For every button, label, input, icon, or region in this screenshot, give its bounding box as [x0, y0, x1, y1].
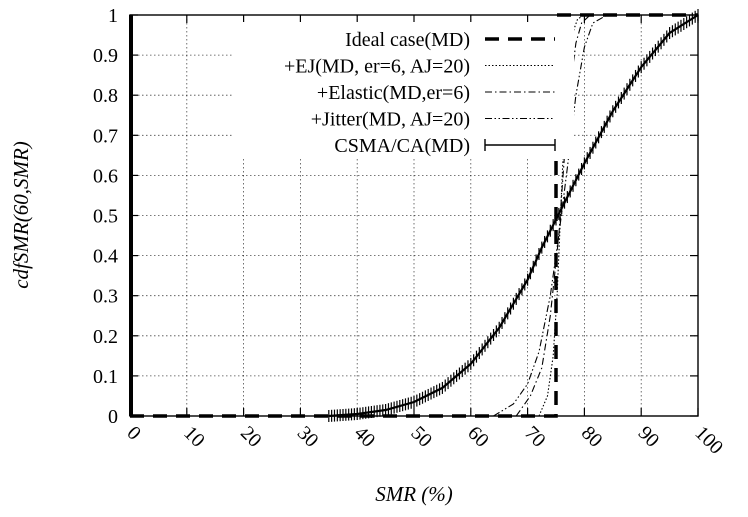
x-tick-label: 90	[634, 422, 664, 452]
x-tick-label: 0	[122, 422, 145, 445]
legend-background	[232, 22, 574, 159]
x-axis-label: SMR (%)	[375, 482, 453, 506]
x-tick-label: 40	[350, 422, 380, 452]
x-tick-label: 60	[463, 422, 493, 452]
y-tick-label: 0.4	[93, 246, 118, 268]
series-line-3	[493, 14, 608, 417]
y-tick-label: 0.3	[93, 286, 118, 308]
y-tick-label: 0.9	[93, 45, 118, 67]
y-tick-label: 0.8	[93, 85, 118, 107]
legend-entry-label: +EJ(MD, er=6, AJ=20)	[284, 56, 470, 78]
x-tick-label: 20	[236, 422, 266, 452]
x-tick-label: 30	[293, 422, 323, 452]
x-tick-label: 10	[179, 422, 209, 452]
legend-entry-label: +Jitter(MD, AJ=20)	[311, 109, 470, 131]
y-tick-label: 0	[108, 406, 118, 428]
legend: Ideal case(MD) +EJ(MD, er=6, AJ=20) +Elast…	[232, 22, 574, 159]
series-line-2	[515, 14, 591, 417]
y-tick-label: 0.1	[93, 366, 118, 388]
y-axis-label: cdfSMR(60,SMR)	[9, 141, 33, 289]
x-tick-label: 80	[577, 422, 607, 452]
y-tick-label: 1	[108, 5, 118, 27]
y-tick-label: 0.7	[93, 125, 118, 147]
x-tick-label: 70	[520, 422, 550, 452]
x-tick-label: 100	[690, 422, 727, 459]
legend-entry-label: CSMA/CA(MD)	[334, 135, 470, 157]
y-tick-label: 0.2	[93, 326, 118, 348]
series-line-1	[538, 14, 585, 417]
x-tick-label: 50	[406, 422, 436, 452]
legend-entry-label: Ideal case(MD)	[345, 29, 470, 51]
y-tick-label: 0.6	[93, 165, 118, 187]
y-tick-label: 0.5	[93, 206, 118, 228]
legend-entry-label: +Elastic(MD,er=6)	[317, 82, 470, 104]
